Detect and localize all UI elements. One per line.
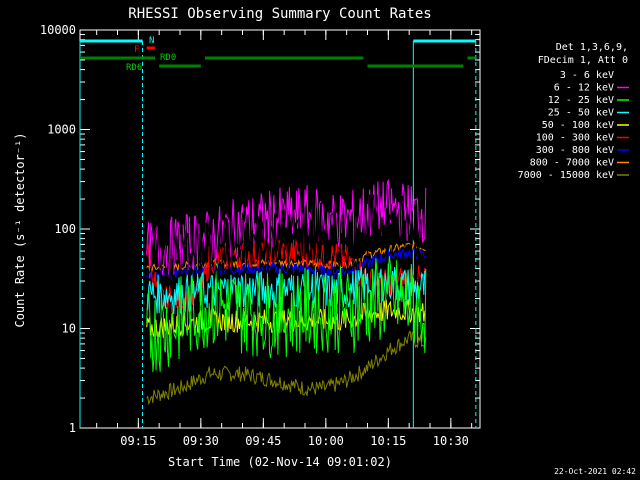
x-tick-label: 10:15: [370, 434, 406, 448]
series-line: [146, 330, 427, 406]
y-tick-label: 10000: [40, 23, 76, 37]
y-tick-label: 100: [54, 222, 76, 236]
night-label: N: [149, 36, 154, 46]
x-axis-title: Start Time (02-Nov-14 09:01:02): [168, 455, 392, 469]
y-tick-label: 10: [62, 322, 76, 336]
chart-title: RHESSI Observing Summary Count Rates: [128, 6, 431, 22]
timestamp: 22-Oct-2021 02:42: [554, 467, 636, 476]
legend-entry-label: 100 - 300 keV: [536, 133, 614, 144]
legend-entry-label: 7000 - 15000 keV: [518, 170, 614, 181]
x-tick-label: 09:30: [183, 434, 219, 448]
y-axis-title: Count Rate (s⁻¹ detector⁻¹): [13, 132, 27, 327]
series-line: [146, 256, 427, 373]
flare-label: F: [134, 45, 139, 55]
series-line: [146, 193, 427, 287]
x-tick-label: 10:00: [308, 434, 344, 448]
legend: Det 1,3,6,9, FDecim 1, Att 0 3 - 6 keV 6 …: [518, 42, 629, 181]
x-tick-label: 09:15: [120, 434, 156, 448]
x-tick-label: 10:30: [433, 434, 469, 448]
y-tick-label: 1000: [47, 123, 76, 137]
legend-entry-label: 50 - 100 keV: [542, 120, 614, 131]
series-line: [146, 246, 426, 281]
legend-entry-label: 6 - 12 keV: [554, 83, 614, 94]
rd0-label: RD0: [160, 53, 176, 63]
legend-entry-label: 800 - 7000 keV: [530, 158, 614, 169]
y-tick-label: 1: [69, 421, 76, 435]
legend-entry-label: 12 - 25 keV: [548, 95, 614, 106]
series-line: [146, 178, 427, 279]
y-axis: 1 10 100 1000 10000: [40, 23, 480, 435]
x-tick-label: 09:45: [245, 434, 281, 448]
legend-entry-label: 25 - 50 keV: [548, 108, 614, 119]
legend-title-line-2: FDecim 1, Att 0: [538, 55, 628, 66]
legend-title-line-1: Det 1,3,6,9,: [556, 42, 628, 53]
legend-entry-label: 3 - 6 keV: [560, 70, 614, 81]
series-lines: [146, 178, 427, 406]
x-axis: 09:15 09:30 09:45 10:00 10:15 10:30: [96, 30, 473, 448]
rd6-label: RD6: [126, 63, 142, 73]
legend-entry-label: 300 - 800 keV: [536, 145, 614, 156]
